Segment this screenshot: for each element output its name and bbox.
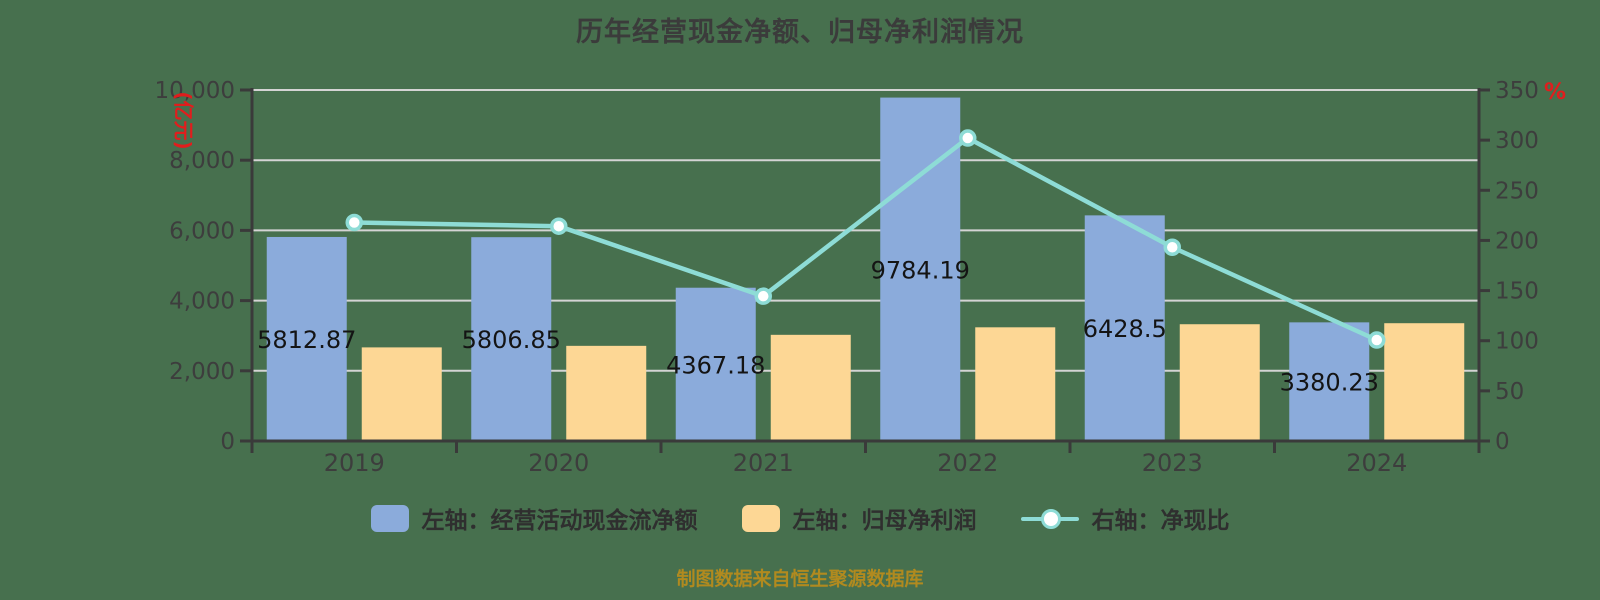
bar-operating-cash-2020: [471, 237, 552, 441]
legend-swatch-yellow-icon: [741, 504, 780, 532]
right-tick-label-350: 350: [1495, 78, 1539, 104]
legend-label-net-profit: 左轴：归母净利润: [792, 508, 977, 534]
left-axis-unit-label: (亿元): [171, 91, 196, 150]
left-tick-label-2000: 2,000: [169, 359, 235, 385]
bar-value-label-2024: 3380.23: [1280, 369, 1379, 397]
left-tick-label-8000: 8,000: [169, 148, 235, 174]
bar-net-profit-2021: [770, 334, 851, 441]
bar-value-label-2019: 5812.87: [257, 326, 356, 354]
right-tick-label-150: 150: [1495, 279, 1539, 305]
right-tick-label-100: 100: [1495, 329, 1539, 355]
bar-operating-cash-2023: [1084, 215, 1165, 441]
x-axis-label-2023: 2023: [1142, 449, 1203, 477]
legend-item-net-profit[interactable]: 左轴：归母净利润: [741, 501, 977, 535]
legend-swatch-blue-icon: [370, 504, 409, 532]
x-axis-label-2024: 2024: [1346, 449, 1407, 477]
legend-label-operating-cash: 左轴：经营活动现金流净额: [421, 508, 698, 534]
bar-operating-cash-2019: [266, 236, 347, 441]
bar-net-profit-2022: [975, 327, 1056, 441]
bar-net-profit-2023: [1179, 324, 1260, 441]
bar-value-label-2023: 6428.5: [1083, 315, 1167, 343]
right-tick-label-250: 250: [1495, 178, 1539, 204]
x-axis-label-2020: 2020: [528, 449, 589, 477]
bar-value-label-2021: 4367.18: [666, 351, 765, 379]
left-tick-label-0: 0: [220, 429, 235, 455]
left-tick-label-10000: 10,000: [155, 78, 235, 104]
right-axis-unit-label: %: [1544, 80, 1567, 105]
bar-operating-cash-2024: [1289, 322, 1370, 441]
legend-label-cash-ratio: 右轴：净现比: [1091, 508, 1230, 534]
cash-ratio-point-2019: [345, 213, 363, 232]
bar-net-profit-2020: [566, 345, 647, 441]
left-tick-label-6000: 6,000: [169, 218, 235, 244]
right-tick-label-300: 300: [1495, 128, 1539, 154]
x-axis-label-2019: 2019: [324, 449, 385, 477]
legend-item-operating-cash[interactable]: 左轴：经营活动现金流净额: [370, 501, 698, 535]
cash-ratio-point-2021: [754, 287, 772, 305]
cash-ratio-point-2024: [1368, 331, 1386, 349]
bar-operating-cash-2021: [675, 287, 756, 441]
cash-ratio-line: [352, 135, 1379, 343]
x-axis-label-2021: 2021: [733, 449, 794, 477]
right-tick-label-50: 50: [1495, 379, 1524, 405]
left-tick-label-4000: 4,000: [169, 289, 235, 315]
data-source-note: 制图数据来自恒生聚源数据库: [676, 568, 924, 590]
right-tick-label-200: 200: [1495, 228, 1539, 254]
right-tick-label-0: 0: [1495, 429, 1510, 455]
legend: 左轴：经营活动现金流净额 左轴：归母净利润 右轴：净现比: [0, 501, 1600, 535]
cash-ratio-point-2023: [1163, 238, 1181, 256]
bar-value-label-2020: 5806.85: [462, 326, 561, 354]
chart-title: 历年经营现金净额、归母净利润情况: [576, 17, 1024, 48]
bar-net-profit-2024: [1384, 323, 1465, 441]
bar-value-label-2022: 9784.19: [871, 256, 970, 284]
legend-line-marker-icon: [1020, 505, 1079, 532]
x-axis-label-2022: 2022: [937, 449, 998, 477]
bar-net-profit-2019: [361, 347, 442, 441]
legend-item-cash-ratio[interactable]: 右轴：净现比: [1020, 501, 1230, 535]
cash-ratio-point-2020: [550, 217, 568, 235]
cash-ratio-point-2022: [959, 129, 977, 147]
